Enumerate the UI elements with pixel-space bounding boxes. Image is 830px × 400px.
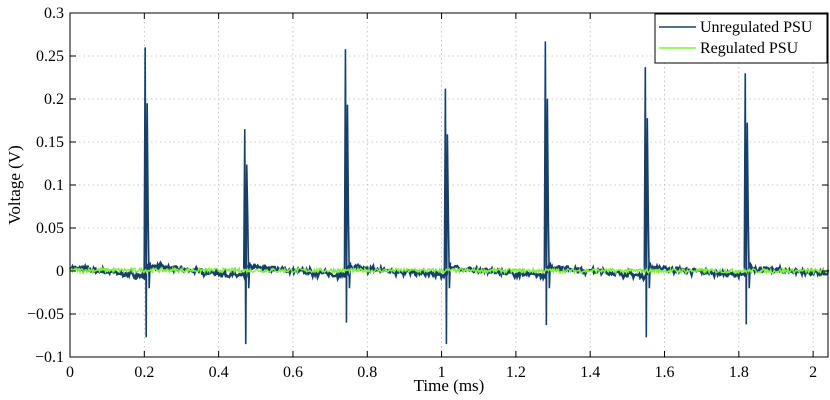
x-tick-label: 1.4 xyxy=(580,364,600,381)
x-tick-label: 1.6 xyxy=(655,364,675,381)
x-tick-label: 0.6 xyxy=(283,364,303,381)
x-axis-title: Time (ms) xyxy=(414,376,485,395)
x-tick-label: 0.2 xyxy=(134,364,154,381)
legend-label-regulated: Regulated PSU xyxy=(700,40,799,57)
y-tick-label: 0.05 xyxy=(36,220,64,237)
y-tick-label: −0.1 xyxy=(35,349,64,366)
y-tick-label: 0.15 xyxy=(36,134,64,151)
legend-label-unregulated: Unregulated PSU xyxy=(700,19,813,36)
legend: Unregulated PSU Regulated PSU xyxy=(654,13,828,64)
series-regulated xyxy=(70,265,829,276)
y-tick-label: 0.2 xyxy=(44,91,64,108)
y-tick-label: 0.1 xyxy=(44,177,64,194)
x-tick-label: 0.4 xyxy=(209,364,229,381)
spike-6 xyxy=(743,73,752,325)
spike-3 xyxy=(443,88,452,345)
series-layer xyxy=(69,41,830,345)
y-tick-label: −0.05 xyxy=(27,306,64,323)
spike-5 xyxy=(643,67,652,338)
spike-0 xyxy=(143,47,151,338)
spike-4 xyxy=(543,41,552,326)
x-tick-label: 0.8 xyxy=(357,364,377,381)
x-tick-label: 1.8 xyxy=(729,364,749,381)
x-tick-label: 1.2 xyxy=(506,364,526,381)
legend-box xyxy=(654,13,828,64)
y-tick-label: 0 xyxy=(56,263,64,280)
x-tick-label: 0 xyxy=(66,364,74,381)
y-axis-title: Voltage (V) xyxy=(5,145,24,224)
spike-2 xyxy=(343,49,352,323)
spike-1 xyxy=(242,129,251,345)
x-tick-label: 1 xyxy=(438,364,446,381)
y-tick-labels: −0.1 −0.05 0 0.05 0.1 0.15 0.2 0.25 0.3 xyxy=(27,5,64,366)
x-tick-label: 2 xyxy=(809,364,817,381)
y-tick-label: 0.25 xyxy=(36,48,64,65)
y-tick-label: 0.3 xyxy=(44,5,64,22)
x-tick-labels: 0 0.2 0.4 0.6 0.8 1 1.2 1.4 1.6 1.8 2 xyxy=(66,364,817,381)
